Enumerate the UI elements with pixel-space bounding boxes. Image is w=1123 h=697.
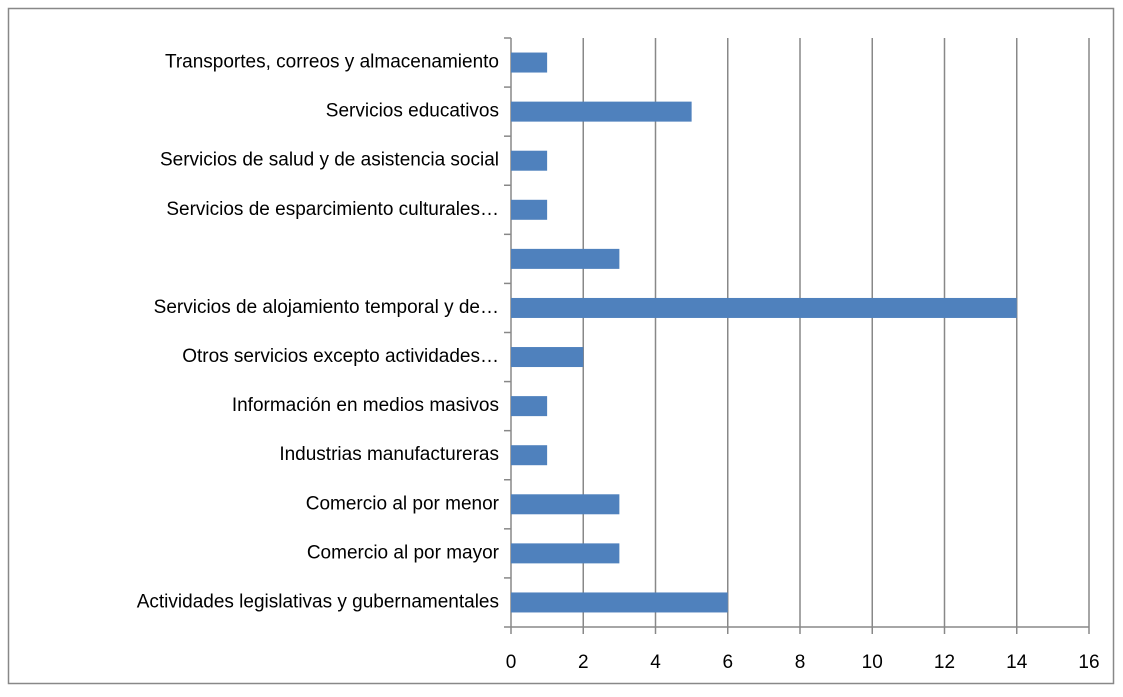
bar	[511, 248, 620, 269]
y-tick-label: Servicios de alojamiento temporal y de…	[154, 297, 499, 318]
x-tick-label: 6	[722, 652, 733, 673]
bar	[511, 101, 692, 122]
x-tick-label: 10	[862, 652, 883, 673]
y-tick-label: Comercio al por menor	[306, 493, 500, 514]
bar	[511, 52, 548, 73]
x-tick-label: 0	[506, 652, 517, 673]
y-tick-label: Comercio al por mayor	[307, 542, 500, 563]
y-tick-label: Servicios educativos	[326, 101, 499, 122]
x-tick-label: 2	[578, 652, 589, 673]
y-tick-label: Industrias manufactureras	[279, 444, 499, 465]
y-tick-label: Otros servicios excepto actividades…	[182, 346, 499, 367]
x-tick-label: 16	[1078, 652, 1099, 673]
bar	[511, 297, 1017, 318]
y-tick-label: Información en medios masivos	[232, 395, 499, 416]
bar	[511, 347, 584, 368]
bar	[511, 592, 728, 613]
x-tick-label: 8	[795, 652, 806, 673]
bar	[511, 150, 548, 171]
bar	[511, 445, 548, 466]
y-tick-label: Actividades legislativas y gubernamental…	[137, 591, 499, 612]
x-tick-label: 4	[650, 652, 661, 673]
bar	[511, 199, 548, 220]
bar	[511, 396, 548, 417]
y-tick-label: Servicios de salud y de asistencia socia…	[160, 150, 499, 171]
x-tick-label: 14	[1006, 652, 1028, 673]
y-tick-label: Transportes, correos y almacenamiento	[165, 52, 499, 73]
bar	[511, 494, 620, 515]
x-tick-label: 12	[934, 652, 955, 673]
bar	[511, 543, 620, 564]
y-tick-label: Servicios de esparcimiento culturales…	[166, 199, 499, 220]
